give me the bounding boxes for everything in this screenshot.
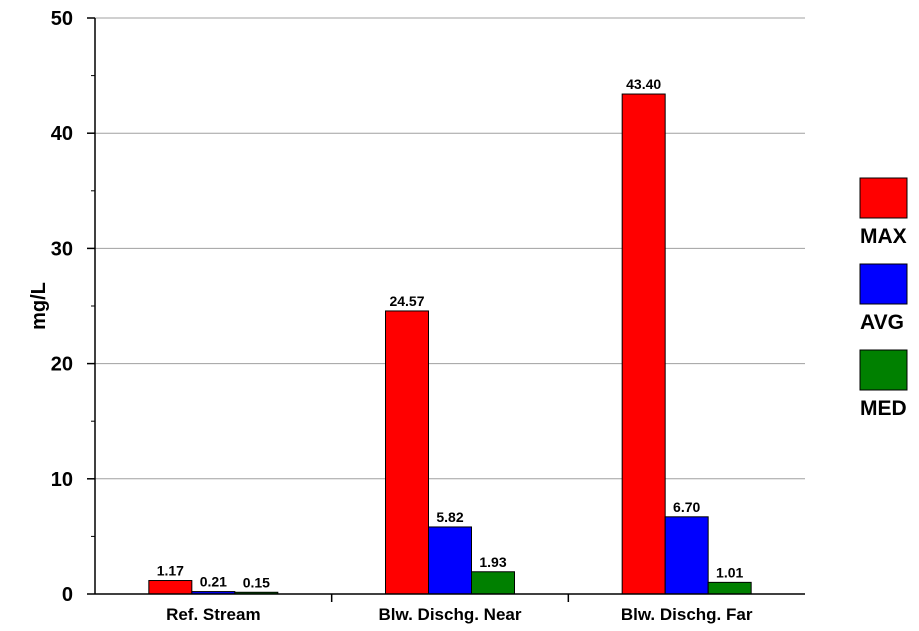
data-label: 24.57 [389, 293, 424, 309]
legend-swatch-med [859, 349, 908, 391]
y-tick-label: 50 [51, 8, 73, 30]
data-label: 6.70 [673, 499, 700, 515]
data-label: 1.93 [479, 554, 506, 570]
legend-swatch-max [859, 177, 908, 219]
y-tick-label: 20 [51, 354, 73, 376]
data-label: 1.01 [716, 564, 743, 580]
legend-label-med: MED [860, 397, 907, 420]
bar-max [148, 580, 193, 595]
y-tick-label: 10 [51, 469, 73, 491]
y-tick-label: 30 [51, 238, 73, 260]
bar-avg [664, 516, 709, 595]
legend-label-avg: AVG [860, 311, 904, 334]
x-category-label: Blw. Dischg. Near [379, 605, 522, 624]
data-label: 0.21 [200, 574, 227, 590]
x-category-label: Ref. Stream [166, 605, 260, 624]
bar-avg [428, 526, 472, 595]
gridlines [95, 17, 805, 480]
legend: MAX AVG MED [859, 177, 908, 420]
data-label: 43.40 [626, 76, 661, 92]
legend-swatch-avg [859, 263, 908, 305]
labels: 0 10 20 30 40 50 1.17 0.21 0.15 Ref. Stream 24.57 5… [51, 8, 753, 624]
bar-max [385, 310, 429, 595]
data-label: 0.15 [243, 574, 270, 590]
data-label: 1.17 [157, 563, 184, 579]
y-tick-label: 40 [51, 123, 73, 145]
x-category-label: Blw. Dischg. Far [621, 605, 753, 624]
y-axis-label: mg/L [28, 282, 50, 330]
bar-med [471, 571, 515, 595]
axes [87, 17, 805, 602]
y-tick-label: 0 [62, 584, 73, 606]
legend-label-max: MAX [860, 225, 907, 248]
bar-med [707, 581, 752, 595]
data-label: 5.82 [436, 509, 463, 525]
bar-max [621, 93, 666, 595]
